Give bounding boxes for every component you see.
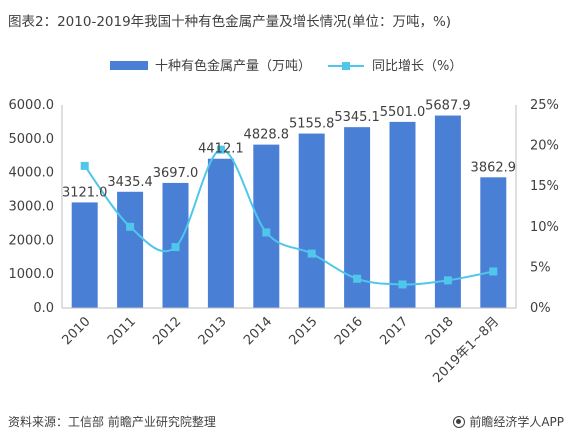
legend-marker-line <box>342 62 350 70</box>
x-tick-label: 2013 <box>196 314 230 348</box>
legend-label-line: 同比增长（%） <box>372 59 462 74</box>
legend-label-bar: 十种有色金属产量（万吨） <box>155 58 311 74</box>
bar-data-label: 5501.0 <box>380 105 426 120</box>
footer <box>0 410 572 441</box>
x-tick-label: 2017 <box>377 314 411 348</box>
growth-point <box>443 276 452 285</box>
bar-data-label: 3121.0 <box>62 185 108 200</box>
growth-point <box>307 249 316 258</box>
growth-line <box>83 148 494 286</box>
bar <box>480 177 507 308</box>
x-tick-label: 2018 <box>423 314 457 348</box>
y-right-tick-label: 15% <box>530 179 559 194</box>
bar <box>253 144 280 308</box>
bar <box>207 158 234 308</box>
bar-data-label: 5345.1 <box>334 110 380 125</box>
bar-data-label: 3697.0 <box>153 166 199 181</box>
x-tick-label: 2010 <box>60 314 94 348</box>
x-tick-label: 2012 <box>150 314 184 348</box>
x-tick-label: 2014 <box>241 314 275 348</box>
x-tick-label: 2011 <box>105 314 139 348</box>
growth-point <box>398 280 407 289</box>
y-right-tick-label: 5% <box>530 260 551 275</box>
growth-point <box>80 161 89 170</box>
bar-data-label: 3862.9 <box>471 160 517 175</box>
y-right-tick-label: 25% <box>530 98 559 113</box>
bar <box>117 191 144 308</box>
growth-point <box>353 274 362 283</box>
y-left-tick-label: 2000.0 <box>9 233 55 248</box>
bar <box>298 133 325 308</box>
growth-point <box>171 243 180 252</box>
x-tick-label: 2016 <box>332 314 366 348</box>
y-left-tick-label: 0.0 <box>33 301 54 316</box>
bar-data-label: 4828.8 <box>244 128 290 143</box>
growth-point <box>262 228 271 237</box>
y-left-tick-label: 4000.0 <box>9 166 55 181</box>
y-left-tick-label: 3000.0 <box>9 200 55 215</box>
y-left-tick-label: 6000.0 <box>9 98 55 113</box>
bar-data-label: 5155.8 <box>289 117 335 132</box>
growth-point <box>216 145 225 154</box>
y-right-tick-label: 10% <box>530 220 559 235</box>
bar-data-label: 4412.1 <box>198 142 244 157</box>
bar <box>71 202 98 308</box>
y-left-tick-label: 5000.0 <box>9 132 55 147</box>
y-right-tick-label: 20% <box>530 139 559 154</box>
y-left-tick-label: 1000.0 <box>9 267 55 282</box>
brand-label: 前瞻经济学人APP <box>453 413 564 430</box>
bar-data-label: 3435.4 <box>107 175 153 190</box>
bar <box>434 115 461 308</box>
bar <box>389 121 416 308</box>
legend-swatch-bar <box>110 61 148 70</box>
x-tick-label: 2015 <box>287 314 321 348</box>
bar-data-label: 5687.9 <box>425 99 471 114</box>
growth-point <box>126 222 135 231</box>
chart-title: 图表2：2010-2019年我国十种有色金属产量及增长情况(单位：万吨，%) <box>8 14 452 30</box>
source-note: 资料来源：工信部 前瞻产业研究院整理 <box>8 415 216 429</box>
growth-point <box>489 267 498 276</box>
brand-logo-icon <box>453 416 466 428</box>
y-right-tick-label: 0% <box>530 301 551 316</box>
brand-text: 前瞻经济学人APP <box>469 415 564 429</box>
